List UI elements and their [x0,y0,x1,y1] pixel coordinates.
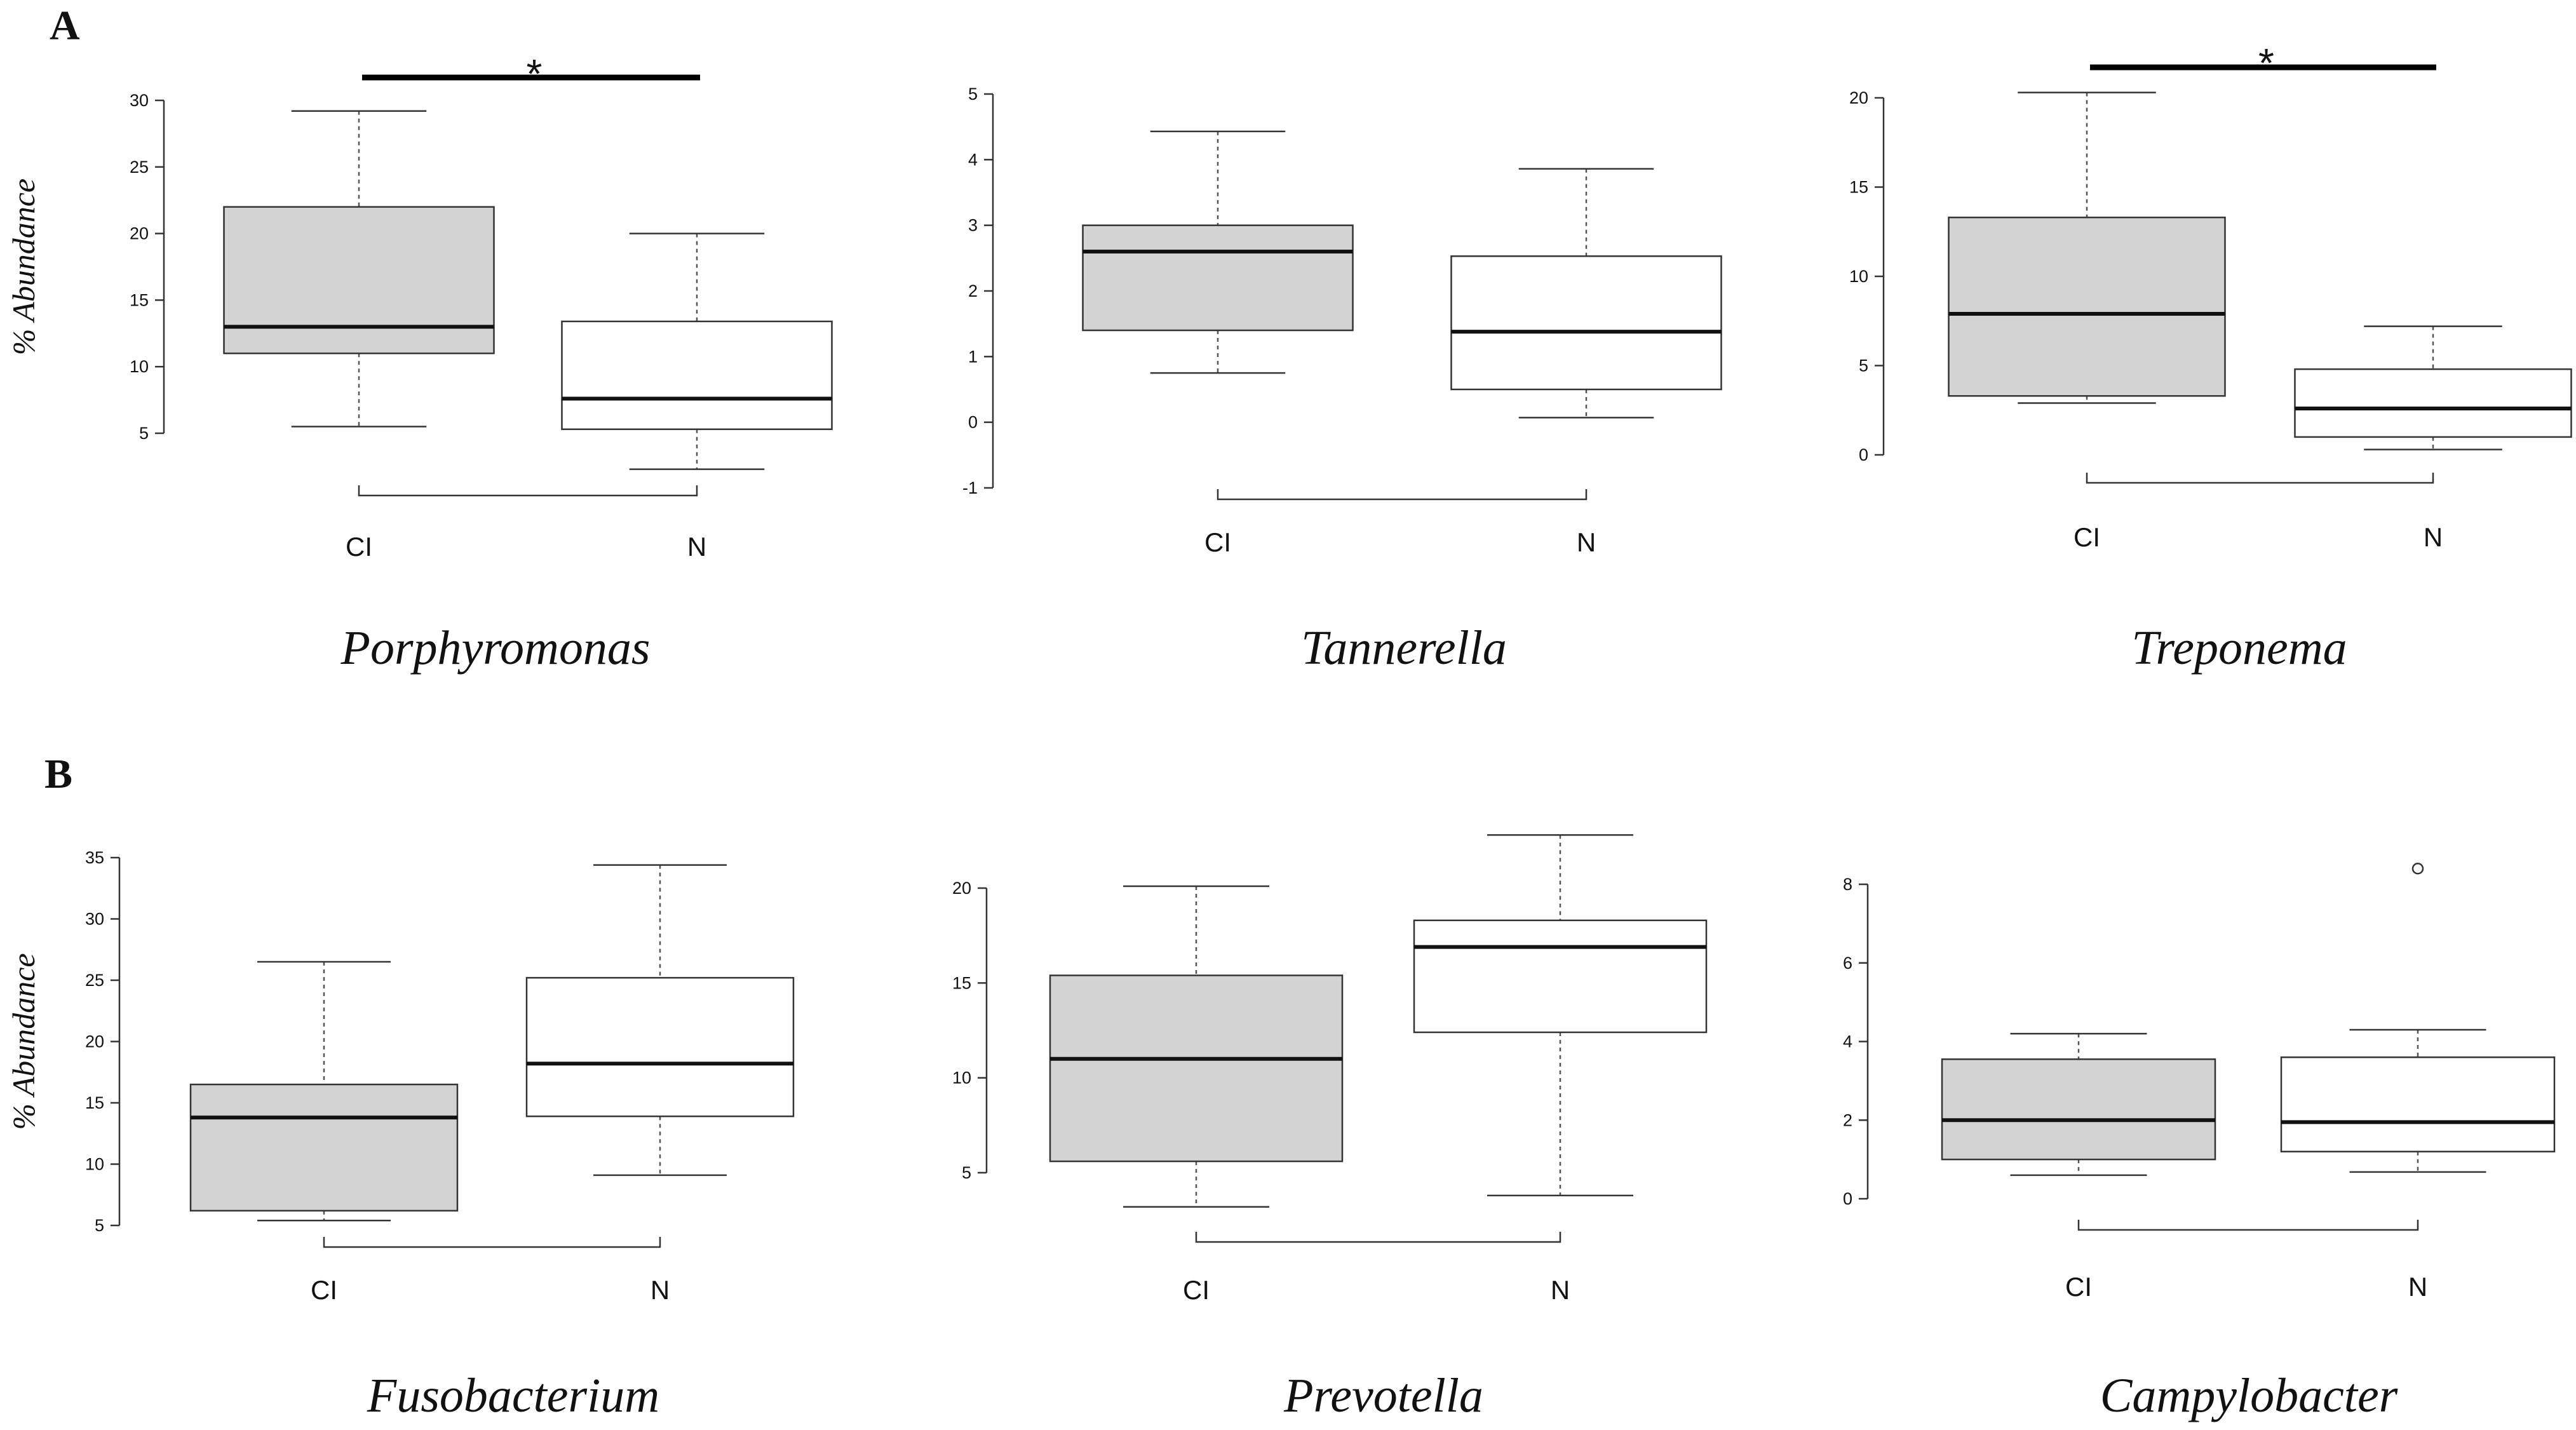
chart-title: Tannerella [1301,621,1507,675]
box-iqr [189,1083,459,1212]
chart-treponema: 0 5 10 15 20 CI N * Treponema [1849,40,2572,675]
y-tick-label: 5 [139,424,149,443]
chart-campylobacter: 0 2 4 6 8 CI N Campylobacter [1843,863,2556,1422]
y-tick-label: 2 [1843,1110,1852,1130]
box-iqr [561,320,833,430]
box-iqr [1941,1058,2216,1161]
x-tick-label-n: N [687,532,706,562]
chart-tannerella: -1 0 1 2 3 4 5 CI N Tannerella [962,84,1722,675]
y-tick-label: 2 [968,281,978,300]
y-tick-label: 0 [1859,445,1868,464]
box-n [2294,325,2572,450]
x-tick-label-ci: CI [1204,527,1231,557]
significance-star: * [527,51,543,97]
box-n [1450,168,1722,419]
y-tick-label: 30 [130,91,149,110]
y-tick-label: 10 [952,1069,971,1088]
y-tick-label: 20 [952,879,971,898]
box-iqr [1082,224,1354,332]
box-ci [1941,1032,2216,1177]
y-tick-label: 15 [130,290,149,309]
x-axis-bracket [358,485,698,497]
chart-porphyromonas: 5 10 15 20 25 30 CI N * % Abundance Porphyromonas [6,51,833,675]
y-tick-label: 5 [95,1216,104,1235]
y-axis-title: % Abundance [6,953,41,1130]
outlier-point [2411,863,2424,875]
y-tick-label: -1 [962,478,978,497]
y-tick-label: 25 [130,158,149,177]
box-iqr [525,976,795,1117]
x-axis-bracket [1195,1232,1561,1243]
x-tick-label-n: N [651,1275,670,1305]
y-tick-label: 5 [968,84,978,104]
y-tick-label: 0 [1843,1189,1852,1208]
box-iqr [223,206,495,354]
y-tick-label: 5 [1859,356,1868,375]
panel-label-b: B [44,751,72,797]
x-axis-bracket [2086,473,2434,484]
box-iqr [1413,919,1708,1034]
box-ci [1049,885,1344,1208]
y-tick-label: 20 [85,1032,104,1051]
y-axis-title: % Abundance [6,179,41,355]
x-tick-label-ci: CI [2074,522,2100,552]
y-tick-label: 20 [130,224,149,243]
chart-prevotella: 5 10 15 20 CI N Prevotella [952,834,1708,1422]
y-tick-label: 8 [1843,875,1852,894]
box-ci [1948,91,2226,404]
panel-label-a: A [50,3,80,49]
y-tick-label: 6 [1843,954,1852,973]
x-tick-label-ci: CI [2065,1272,2092,1302]
x-tick-label-ci: CI [1183,1275,1210,1305]
y-tick-label: 35 [85,848,104,867]
chart-title: Prevotella [1283,1369,1483,1422]
chart-fusobacterium: 5 10 15 20 25 30 35 CI N % Abundance Fusobacterium [6,848,795,1422]
box-ci [223,110,495,428]
x-tick-label-ci: CI [346,532,372,562]
y-tick-label: 30 [85,910,104,929]
y-tick-label: 15 [1849,178,1868,197]
chart-title: Campylobacter [2100,1369,2398,1422]
y-tick-label: 15 [85,1093,104,1112]
y-tick-label: 25 [85,971,104,990]
chart-title: Fusobacterium [367,1369,659,1422]
box-n [2280,863,2556,1173]
box-n [525,864,795,1177]
box-ci [189,961,459,1222]
box-iqr [1450,255,1722,391]
y-tick-label: 4 [1843,1032,1852,1051]
x-tick-label-n: N [1577,527,1596,557]
y-tick-label: 15 [952,973,971,992]
y-tick-label: 10 [85,1155,104,1174]
y-tick-label: 20 [1849,88,1868,107]
box-iqr [1049,975,1344,1163]
y-tick-label: 4 [968,150,978,169]
y-tick-label: 10 [130,357,149,376]
x-tick-label-n: N [2424,522,2443,552]
x-tick-label-n: N [1551,1275,1570,1305]
box-iqr [2280,1056,2556,1152]
chart-title: Porphyromonas [341,621,651,675]
x-axis-bracket [1217,489,1588,501]
box-ci [1082,130,1354,374]
y-tick-label: 5 [962,1163,971,1182]
x-tick-label-ci: CI [311,1275,337,1305]
x-axis-bracket [323,1237,661,1248]
x-axis-bracket [2077,1220,2419,1231]
y-tick-label: 0 [968,413,978,432]
x-tick-label-n: N [2408,1272,2427,1302]
y-tick-label: 3 [968,216,978,235]
box-iqr [1948,217,2226,397]
y-tick-label: 1 [968,347,978,366]
y-tick-label: 10 [1849,267,1868,286]
box-n [1413,834,1708,1197]
box-iqr [2294,368,2572,438]
box-n [561,233,833,470]
chart-title: Treponema [2131,621,2347,675]
significance-star: * [2258,40,2274,86]
